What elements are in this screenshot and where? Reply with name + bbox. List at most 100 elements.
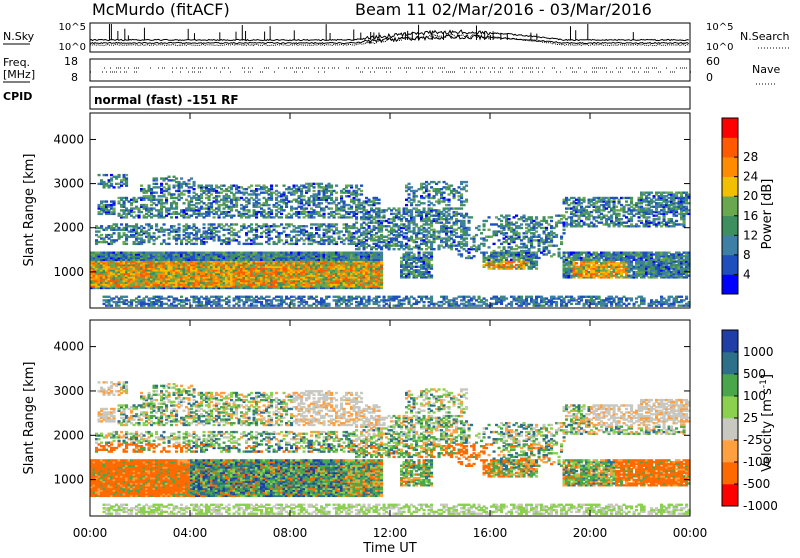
power-cell: [155, 192, 158, 194]
station-title: McMurdo (fitACF): [92, 0, 230, 19]
power-cell: [180, 197, 183, 199]
power-cell: [258, 199, 261, 201]
n-search-label: N.Search: [740, 30, 790, 43]
power-cell: [330, 197, 333, 199]
power-cell: [188, 299, 191, 301]
power-cell: [350, 185, 353, 187]
power-cell: [328, 303, 331, 305]
power-cell: [175, 202, 178, 204]
power-cell: [193, 188, 196, 190]
power-cell: [153, 243, 156, 245]
power-cell: [355, 185, 358, 187]
power-cell: [168, 299, 171, 301]
power-cell: [145, 204, 148, 206]
power-cell: [180, 177, 183, 179]
beam-date-title: Beam 11 02/Mar/2016 - 03/Mar/2016: [355, 0, 652, 19]
power-cell: [378, 305, 381, 307]
power-cell: [280, 296, 283, 298]
power-cell: [283, 192, 286, 194]
power-cell: [228, 296, 231, 298]
power-cell: [165, 197, 168, 199]
nave-tick-high: 60: [706, 55, 720, 68]
power-cell: [203, 223, 206, 225]
power-cell: [143, 239, 146, 241]
power-cell: [303, 195, 306, 197]
power-cell: [335, 223, 338, 225]
power-cell: [168, 243, 171, 245]
power-cell: [268, 204, 271, 206]
power-cell: [173, 193, 176, 195]
power-cell: [213, 216, 216, 218]
power-cell: [110, 305, 113, 307]
power-cell: [113, 200, 116, 202]
power-cell: [323, 213, 326, 215]
power-cell: [285, 239, 288, 241]
power-cell: [173, 225, 176, 227]
cpid-label: CPID: [3, 90, 32, 103]
power-cell: [98, 174, 101, 176]
freq-tick-high: 18: [64, 55, 78, 68]
power-cell: [228, 195, 231, 197]
power-cell: [113, 232, 116, 234]
power-cell: [115, 223, 118, 225]
n-sky-label: N.Sky: [3, 30, 35, 43]
power-cell: [163, 239, 166, 241]
power-cell: [228, 305, 231, 307]
power-cell: [105, 200, 108, 202]
power-cell: [148, 232, 151, 234]
power-cell: [168, 185, 171, 187]
power-cell: [183, 202, 186, 204]
power-cell: [153, 195, 156, 197]
power-cell: [285, 195, 288, 197]
power-cell: [163, 223, 166, 225]
power-cell: [210, 193, 213, 195]
power-cell: [188, 190, 191, 192]
power-cell: [175, 216, 178, 218]
power-cell: [113, 207, 116, 209]
power-cell: [335, 241, 338, 243]
power-cell: [210, 185, 213, 187]
power-cell: [315, 296, 318, 298]
power-cell: [153, 232, 156, 234]
power-cell: [118, 305, 121, 307]
power-cell: [98, 230, 101, 232]
power-cell: [118, 174, 121, 176]
power-cell: [135, 223, 138, 225]
power-cell: [318, 234, 321, 236]
power-cell: [380, 252, 383, 254]
power-cell: [313, 186, 316, 188]
power-cell: [133, 211, 136, 213]
power-cell: [270, 209, 273, 211]
freq-nave-traces: [90, 68, 691, 72]
power-cell: [193, 181, 196, 183]
power-cell: [335, 185, 338, 187]
power-cell: [185, 303, 188, 305]
power-cell: [283, 230, 286, 232]
power-cell: [238, 305, 241, 307]
power-cell: [320, 183, 323, 185]
power-cell: [205, 241, 208, 243]
power-cell: [105, 174, 108, 176]
cpid-text: normal (fast) -151 RF: [94, 93, 239, 107]
power-cell: [260, 236, 263, 238]
power-cell: [125, 177, 128, 179]
power-heatmap: [90, 174, 691, 307]
power-cell: [368, 225, 371, 227]
power-cell: [303, 296, 306, 298]
power-cell: [243, 223, 246, 225]
power-cell: [330, 207, 333, 209]
power-cell: [383, 296, 386, 298]
power-cell: [158, 236, 161, 238]
power-cell: [138, 296, 141, 298]
power-cell: [378, 199, 381, 201]
power-cell: [343, 243, 346, 245]
power-cell: [218, 230, 221, 232]
power-cell: [320, 202, 323, 204]
power-cell: [150, 225, 153, 227]
power-cell: [200, 301, 203, 303]
power-cell: [368, 296, 371, 298]
freq-tick-low: 8: [71, 71, 78, 84]
power-cell: [160, 183, 163, 185]
power-cell: [178, 234, 181, 236]
